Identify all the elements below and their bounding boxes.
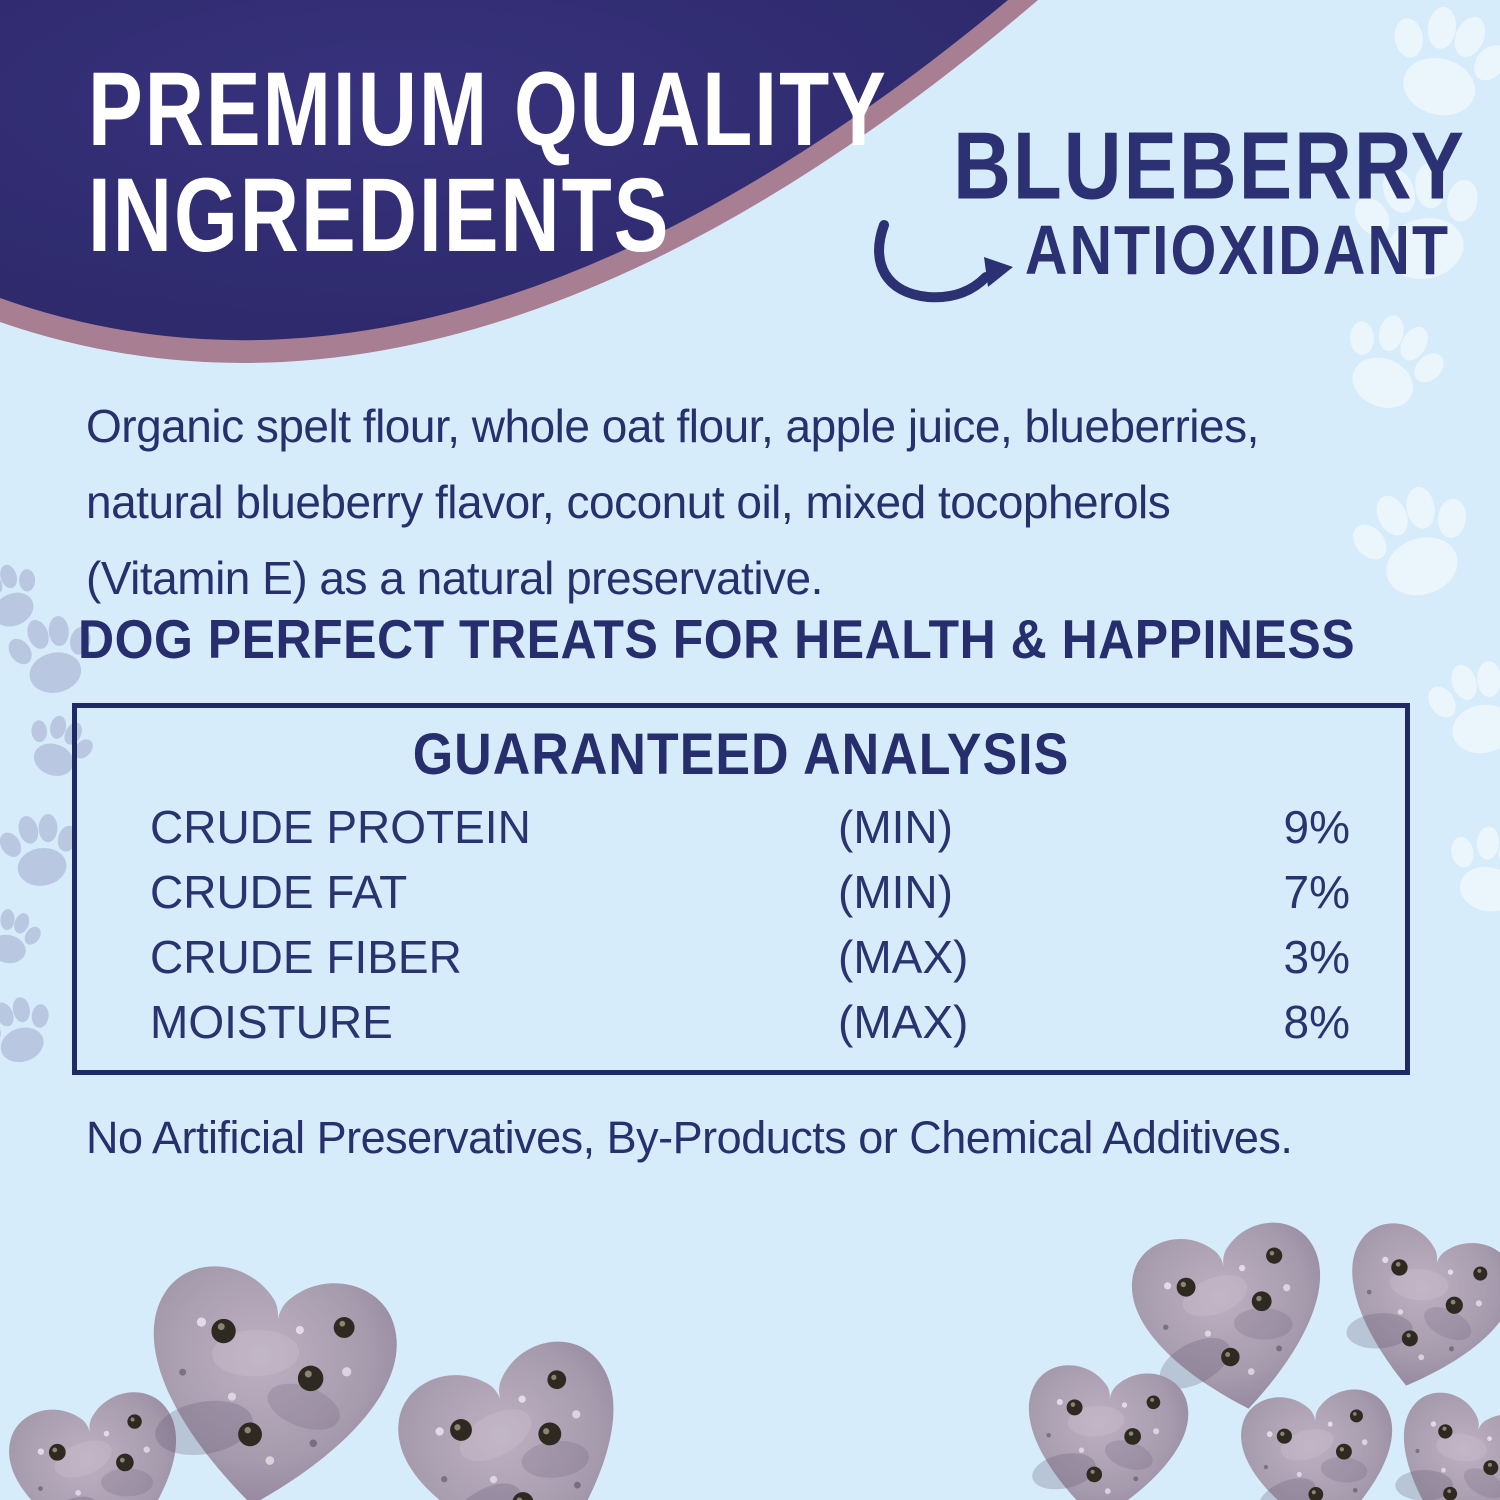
tagline: DOG PERFECT TREATS FOR HEALTH & HAPPINES… bbox=[78, 608, 1356, 671]
guaranteed-analysis-box: GUARANTEED ANALYSIS CRUDE PROTEIN (MIN) … bbox=[72, 703, 1410, 1075]
analysis-row: CRUDE PROTEIN (MIN) 9% bbox=[77, 794, 1405, 859]
paw-print-icon bbox=[0, 552, 54, 640]
nutrient-qualifier: (MAX) bbox=[838, 930, 969, 983]
paw-print-icon bbox=[1337, 470, 1492, 613]
analysis-row: CRUDE FAT (MIN) 7% bbox=[77, 859, 1405, 924]
nutrient-qualifier: (MIN) bbox=[838, 800, 953, 853]
ingredients-line: natural blueberry flavor, coconut oil, m… bbox=[86, 476, 1171, 528]
paw-print-icon bbox=[1435, 817, 1500, 922]
nutrient-value: 8% bbox=[1283, 995, 1350, 1048]
heart-treat bbox=[384, 1327, 657, 1500]
nutrient-value: 3% bbox=[1283, 930, 1350, 983]
heart-treat bbox=[1017, 1361, 1193, 1500]
paw-print-icon bbox=[0, 903, 48, 970]
no-additives-note: No Artificial Preservatives, By-Products… bbox=[86, 1112, 1293, 1163]
heart-treat bbox=[1326, 1214, 1500, 1406]
nutrient-label: CRUDE PROTEIN bbox=[150, 800, 531, 853]
paw-print-icon bbox=[0, 987, 64, 1073]
banner-curve bbox=[0, 0, 1038, 364]
paw-print-icon bbox=[1323, 298, 1460, 426]
heart-treat bbox=[1237, 1385, 1403, 1500]
curved-arrow-icon bbox=[874, 220, 1013, 303]
nutrient-value: 7% bbox=[1283, 865, 1350, 918]
paw-print-icon bbox=[1371, 0, 1500, 131]
nutrient-label: CRUDE FAT bbox=[150, 865, 408, 918]
flavor-name: BLUEBERRY bbox=[953, 112, 1466, 219]
analysis-table: CRUDE PROTEIN (MIN) 9% CRUDE FAT (MIN) 7… bbox=[77, 794, 1405, 1054]
paw-print-icon bbox=[1418, 651, 1500, 762]
treats-photo-right bbox=[1017, 1214, 1500, 1500]
banner-title-line1: PREMIUM QUALITY bbox=[88, 51, 888, 169]
analysis-title: GUARANTEED ANALYSIS bbox=[412, 722, 1070, 788]
flavor-callout: BLUEBERRY ANTIOXIDANT bbox=[953, 112, 1466, 285]
nutrient-value: 9% bbox=[1283, 800, 1350, 853]
flavor-descriptor: ANTIOXIDANT bbox=[1024, 210, 1450, 289]
nutrient-label: MOISTURE bbox=[150, 995, 393, 1048]
banner-shape bbox=[0, 0, 1008, 341]
nutrient-qualifier: (MAX) bbox=[838, 995, 969, 1048]
treats-photo-left bbox=[1, 1258, 657, 1500]
banner-title-line2: INGREDIENTS bbox=[88, 157, 671, 275]
analysis-row: MOISTURE (MAX) 8% bbox=[77, 989, 1405, 1054]
heart-treat bbox=[1376, 1383, 1500, 1500]
nutrient-qualifier: (MIN) bbox=[838, 865, 953, 918]
analysis-row: CRUDE FIBER (MAX) 3% bbox=[77, 924, 1405, 989]
ingredients-line: Organic spelt flour, whole oat flour, ap… bbox=[86, 400, 1259, 452]
ingredients-line: (Vitamin E) as a natural preservative. bbox=[86, 552, 823, 604]
ingredients-paragraph: Organic spelt flour, whole oat flour, ap… bbox=[86, 388, 1259, 616]
nutrient-label: CRUDE FIBER bbox=[150, 930, 462, 983]
